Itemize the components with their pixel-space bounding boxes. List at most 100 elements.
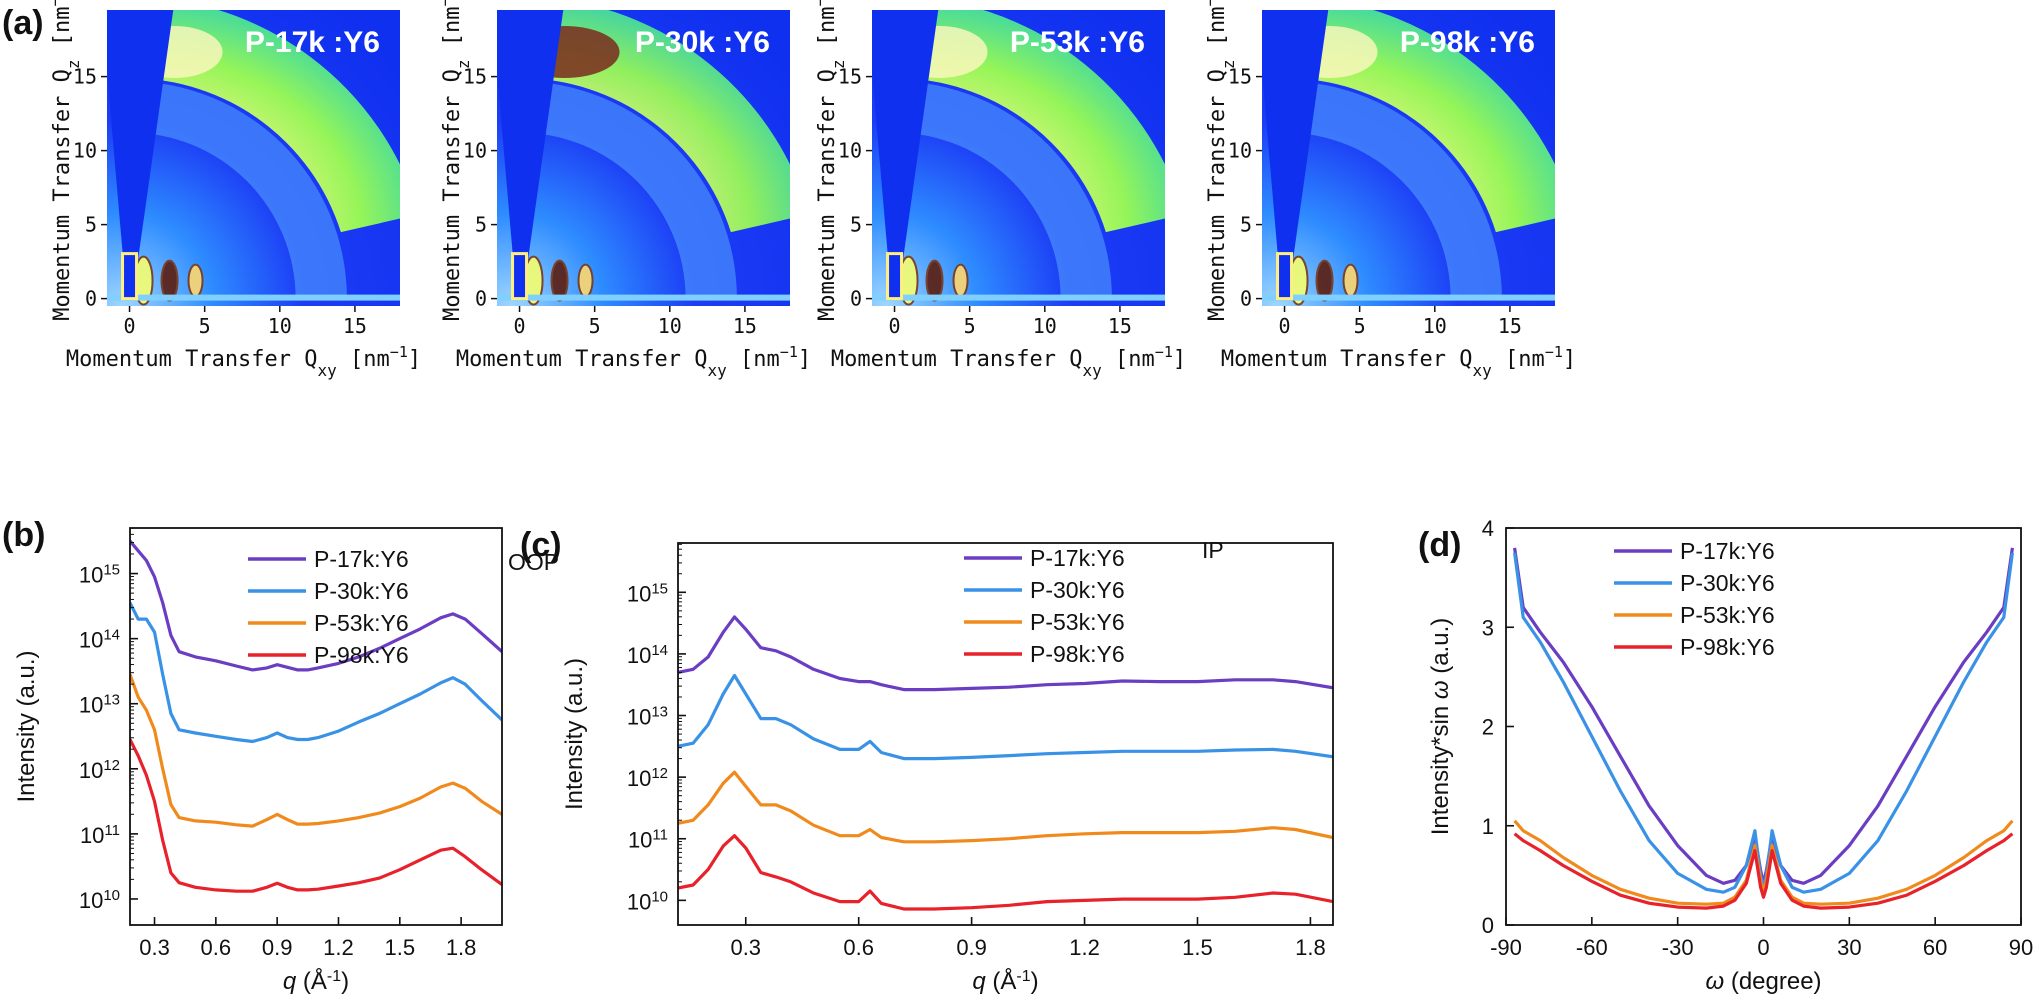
x-label-unit: [nm [1492, 347, 1545, 372]
y-tick-label: 4 [1482, 516, 1494, 541]
y-label-unit: [nm [440, 7, 465, 60]
x-tick-label: 10 [658, 314, 682, 338]
y-axis-label: Momentum Transfer Qz [nm−1] [1201, 0, 1238, 321]
y-tick-exp: 12 [103, 756, 120, 773]
x-label-unit: [nm [727, 347, 780, 372]
lamellar-peak [952, 263, 969, 298]
y-tick-label: 1010 [627, 888, 668, 915]
y-axis-label: Intensity (a.u.) [13, 650, 40, 802]
series-line [678, 834, 1333, 911]
x-label-exp: -1 [1016, 968, 1030, 985]
y-tick-base: 10 [79, 693, 103, 718]
x-tick-label: 1.2 [323, 935, 354, 960]
x-label-main: Momentum Transfer Q [1221, 347, 1473, 372]
y-tick-exp: 10 [103, 886, 120, 903]
line-plot: 0.3 0.6 0.9 1.2 1.5 1.81010101110121013101410… [13, 527, 559, 995]
inner-band [1284, 81, 1502, 299]
lamellar-peak [187, 263, 204, 298]
x-tick-label: 1.8 [446, 935, 477, 960]
inner-band [894, 81, 1112, 299]
plot-title: IP [1202, 537, 1224, 563]
x-label-unit: (Å [296, 967, 327, 995]
yoneda-line [107, 294, 400, 301]
y-tick-label: 0 [1240, 287, 1252, 311]
y-tick-exp: 11 [104, 821, 120, 838]
y-axis-label: Intensity*sin ω (a.u.) [1427, 618, 1454, 835]
y-tick-label: 1013 [627, 703, 668, 730]
inner-band [129, 81, 347, 299]
y-tick-label: 1014 [627, 641, 668, 668]
y-label-sub: z [829, 59, 848, 69]
x-axis-label: Momentum Transfer Qxy [nm−1] [1221, 343, 1576, 380]
beamstop [121, 252, 139, 301]
x-label-close: ] [1173, 347, 1186, 372]
panel-label: (c) [520, 526, 562, 564]
map-title: P-98k :Y6 [1400, 26, 1535, 59]
x-label-unit: (degree) [1724, 968, 1821, 995]
x-label-exp: -1 [327, 968, 341, 985]
x-label-close: ] [408, 347, 421, 372]
legend-label: P-30k:Y6 [1680, 570, 1775, 596]
y-label-sub: z [64, 59, 83, 69]
x-axis-label: q (Å-1) [972, 967, 1038, 995]
x-tick-label: 10 [1423, 314, 1447, 338]
x-label-var: q [283, 968, 297, 995]
x-tick-label: 1.5 [385, 935, 416, 960]
x-label-unit: [nm [337, 347, 390, 372]
lamellar-peak [577, 263, 594, 298]
beamstop-wedge [497, 10, 564, 299]
gisaxs-map: 0 5 10 15 0 5 10 15 P-53k :Y6 Momentum Transfer Q… [811, 0, 1186, 380]
y-label-main: Momentum Transfer Q [1205, 69, 1230, 321]
y-tick-label: 15 [463, 65, 487, 89]
y-axis-label: Intensity (a.u.) [561, 658, 588, 810]
y-tick-base: 10 [627, 889, 651, 914]
y-tick-exp: 10 [651, 888, 668, 905]
x-axis-label: Momentum Transfer Qxy [nm−1] [831, 343, 1186, 380]
series-group [130, 539, 502, 893]
y-tick-base: 10 [79, 628, 103, 653]
y-tick-label: 5 [475, 213, 487, 237]
x-label-close: ) [341, 968, 349, 995]
yoneda-line [872, 294, 1165, 301]
x-tick-label: 0.9 [956, 935, 987, 960]
plot-frame [129, 527, 503, 926]
x-axis-label: Momentum Transfer Qxy [nm−1] [456, 343, 811, 380]
y-label-unit: (a.u.) [1427, 618, 1454, 681]
legend-label: P-53k:Y6 [314, 610, 409, 636]
y-label-unit: [nm [1205, 7, 1230, 60]
y-tick-label: 10 [1228, 139, 1252, 163]
beamstop-wedge [872, 10, 939, 299]
y-tick-label: 0 [475, 287, 487, 311]
inner-band [519, 81, 737, 299]
x-tick-label: 1.5 [1182, 935, 1213, 960]
y-tick-base: 10 [79, 563, 103, 588]
y-tick-label: 1 [1482, 814, 1494, 839]
x-tick-label: 15 [1108, 314, 1132, 338]
legend-label: P-98k:Y6 [314, 642, 409, 668]
y-label-exp: −1 [436, 0, 454, 7]
x-label-sub: xy [1083, 361, 1103, 380]
x-label-main: Momentum Transfer Q [831, 347, 1083, 372]
x-label-exp: −1 [1155, 343, 1173, 361]
y-label-unit: [nm [815, 7, 840, 60]
y-tick-label: 1011 [628, 826, 668, 853]
series-group [678, 615, 1333, 911]
x-tick-label: 0 [1279, 314, 1291, 338]
y-label-main: Momentum Transfer Q [440, 69, 465, 321]
legend-label: P-53k:Y6 [1680, 602, 1775, 628]
y-tick-exp: 14 [103, 626, 120, 643]
y-tick-base: 10 [79, 888, 103, 913]
x-axis-label: Momentum Transfer Qxy [nm−1] [66, 343, 421, 380]
line-plot: 0.3 0.6 0.9 1.2 1.5 1.81010101110121013101410… [561, 537, 1334, 995]
y-tick-label: 1014 [79, 626, 120, 653]
y-label-exp: −1 [1201, 0, 1219, 7]
legend-label: P-30k:Y6 [1030, 577, 1125, 603]
series-line [130, 673, 502, 828]
x-label-sub: xy [318, 361, 338, 380]
y-tick-exp: 12 [651, 765, 668, 782]
x-label-close: ] [1563, 347, 1576, 372]
x-tick-label: 30 [1837, 935, 1861, 960]
y-tick-label: 10 [463, 139, 487, 163]
legend-label: P-17k:Y6 [314, 546, 409, 572]
